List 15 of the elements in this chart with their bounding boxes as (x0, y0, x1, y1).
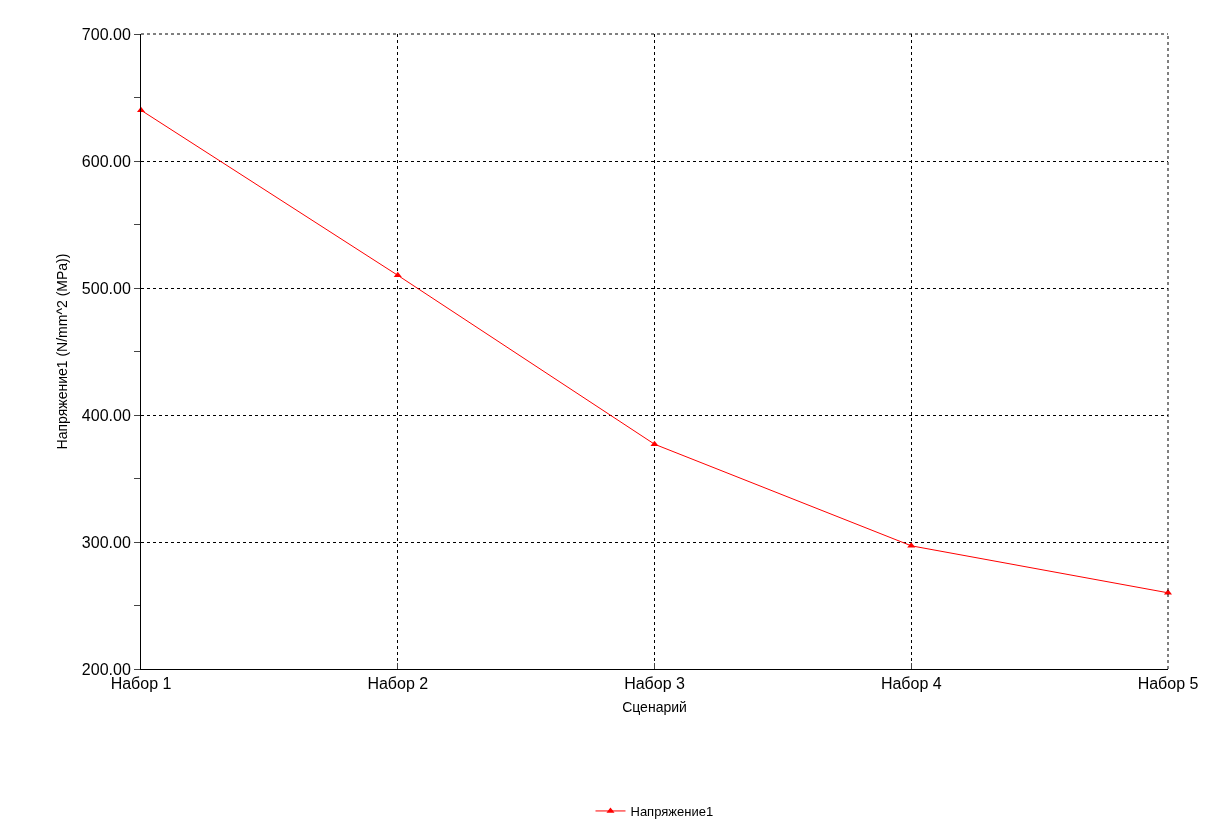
y-tick-label: 400.00 (81, 406, 131, 424)
x-tick-label: Набор 3 (624, 675, 685, 693)
y-axis-title: Напряжение1 (N/mm^2 (MPa)) (54, 253, 71, 450)
y-tick-label: 700.00 (81, 25, 131, 43)
x-tick-label: Набор 5 (1137, 675, 1199, 693)
legend-label: Напряжение1 (630, 804, 714, 820)
y-tick-label: 600.00 (81, 152, 131, 170)
x-axis-title: Сценарий (622, 698, 687, 715)
x-tick-label: Набор 2 (367, 675, 429, 693)
x-tick-label: Набор 1 (110, 675, 172, 693)
y-tick-label: 300.00 (81, 533, 131, 551)
y-tick-label: 500.00 (81, 279, 131, 297)
x-tick-label: Набор 4 (880, 675, 942, 693)
y-tick-label: 200.00 (81, 660, 131, 678)
point (393, 271, 402, 278)
